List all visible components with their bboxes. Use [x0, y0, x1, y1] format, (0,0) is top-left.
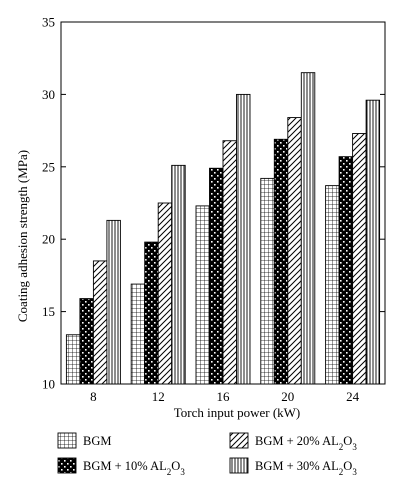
x-tick-label: 12 — [152, 389, 165, 404]
y-axis-title: Coating adhesion strength (MPa) — [15, 150, 30, 322]
x-tick-label: 20 — [281, 389, 294, 404]
legend-swatch — [229, 457, 249, 474]
bar-black-dots-16 — [209, 167, 224, 385]
bar-diagonal-20 — [287, 117, 302, 385]
bars — [65, 72, 381, 385]
bar-diagonal-8 — [92, 260, 108, 385]
legend-label: BGM — [83, 434, 111, 448]
bar-black-dots-20 — [273, 138, 289, 385]
y-tick-label: 15 — [42, 304, 55, 319]
legend-label: BGM + 20% AL2O3 — [255, 434, 357, 452]
y-tick-label: 10 — [42, 377, 55, 392]
x-axis-title: Torch input power (kW) — [174, 405, 301, 420]
bar-grid-24 — [325, 185, 340, 385]
legend-swatch — [229, 432, 249, 449]
bar-grid-12 — [130, 283, 146, 385]
bar-black-dots-12 — [144, 241, 159, 385]
legend-label: BGM + 30% AL2O3 — [255, 459, 357, 477]
y-tick-label: 35 — [42, 15, 55, 30]
bar-vertical-12 — [171, 164, 186, 385]
legend: BGM BGM + 10% AL2O3 BGM + 20% AL2O3 BGM + 3… — [57, 432, 357, 477]
y-tick-label: 20 — [42, 232, 55, 247]
bar-vertical-16 — [236, 93, 251, 385]
x-tick-label: 24 — [346, 389, 360, 404]
bar-diagonal-24 — [352, 133, 367, 385]
bar-grid-8 — [65, 334, 81, 385]
bar-grid-20 — [260, 177, 275, 385]
legend-item-vertical: BGM + 30% AL2O3 — [229, 457, 357, 477]
bar-diagonal-16 — [222, 140, 237, 385]
bar-vertical-20 — [300, 72, 316, 385]
legend-label: BGM + 10% AL2O3 — [83, 459, 185, 477]
legend-item-diagonal: BGM + 20% AL2O3 — [229, 432, 357, 452]
x-axis: 8 12 16 20 24 — [90, 379, 360, 404]
legend-swatch — [57, 457, 77, 474]
x-tick-label: 8 — [90, 389, 97, 404]
legend-item-black-dots: BGM + 10% AL2O3 — [57, 457, 185, 477]
bar-vertical-24 — [365, 99, 381, 385]
y-tick-label: 30 — [42, 87, 55, 102]
x-tick-label: 16 — [217, 389, 231, 404]
bar-grid-16 — [195, 205, 210, 385]
bar-black-dots-24 — [338, 156, 354, 385]
legend-swatch — [57, 432, 77, 449]
bar-black-dots-8 — [79, 298, 94, 385]
y-axis: 10 15 20 25 30 35 — [42, 15, 385, 392]
bar-diagonal-12 — [157, 202, 173, 385]
y-tick-label: 25 — [42, 159, 55, 174]
bar-vertical-8 — [106, 219, 121, 385]
legend-item-grid: BGM — [57, 432, 111, 449]
